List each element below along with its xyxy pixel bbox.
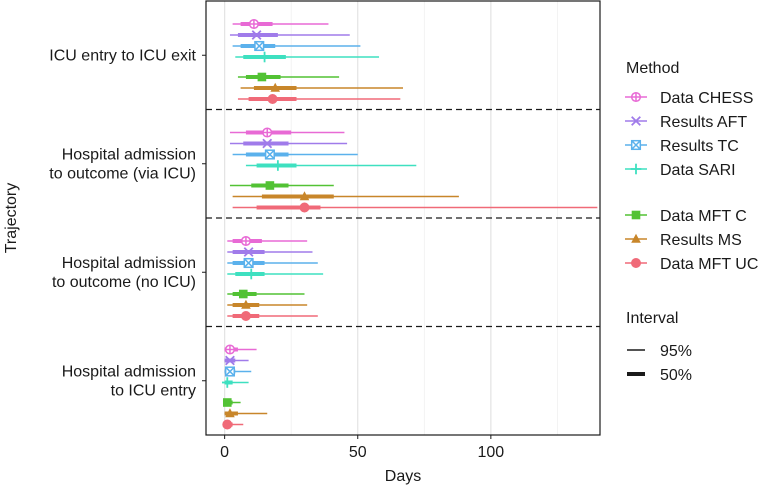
interval-row: [227, 311, 318, 321]
marker-part: [262, 138, 273, 149]
legend-item: Results MS: [625, 232, 742, 249]
legend-item: Results TC: [625, 138, 739, 155]
y-tick-label: Hospital admission: [62, 255, 196, 272]
interval-row: [245, 160, 417, 171]
interval-row: [229, 138, 348, 149]
interval-row: [232, 40, 361, 52]
y-tick-label: ICU entry to ICU exit: [49, 47, 196, 64]
interval-row: [227, 268, 324, 280]
interval-row: [224, 366, 252, 377]
interval-marks: [221, 18, 598, 430]
marker: [267, 94, 278, 104]
interval-row: [240, 82, 403, 92]
interval-row: [232, 149, 358, 160]
interval-row: [237, 94, 401, 104]
x-tick-label: 100: [477, 444, 504, 461]
y-tick-label: to outcome (via ICU): [49, 165, 196, 182]
x-axis-title: Days: [385, 468, 421, 485]
plot-panel-border: [205, 0, 601, 436]
legend-label: Data MFT C: [660, 208, 747, 225]
y-axis-title: Trajectory: [3, 183, 20, 254]
marker-part: [254, 41, 265, 51]
legend-interval-title: Interval: [626, 310, 678, 327]
marker-part: [251, 30, 262, 40]
marker: [257, 72, 267, 82]
legend-method-title: Method: [626, 60, 679, 77]
interval-row: [227, 299, 308, 309]
interval-row: [227, 289, 305, 299]
marker-part: [631, 116, 641, 126]
interval-row: [229, 30, 350, 40]
marker-part: [243, 258, 254, 268]
legend-label: Results MS: [660, 232, 742, 249]
interval-row: [227, 257, 318, 269]
legend-item: Data MFT UC: [625, 256, 758, 273]
marker: [631, 210, 641, 220]
interval-row: [224, 355, 249, 366]
interval-row: [232, 18, 329, 30]
marker-part: [243, 247, 254, 257]
interval-row: [229, 181, 334, 190]
marker: [241, 299, 251, 309]
marker: [238, 289, 248, 299]
interval-row: [227, 235, 308, 247]
marker: [265, 181, 275, 190]
legend-interval-item: 95%: [627, 343, 692, 360]
legend-label: Results AFT: [660, 114, 747, 131]
legend-item: Data CHESS: [625, 90, 753, 107]
interval-row: [227, 247, 313, 257]
marker-part: [225, 355, 235, 366]
marker: [631, 258, 641, 268]
marker-part: [265, 149, 275, 160]
marker-part: [631, 140, 641, 150]
interval-row: [222, 398, 241, 407]
marker: [225, 408, 235, 418]
panel-separators: [206, 108, 600, 328]
x-tick-label: 0: [220, 444, 229, 461]
legend: Method Interval Data CHESS Results AFT Res…: [625, 60, 758, 384]
legend-item: Data SARI: [625, 162, 736, 179]
interval-row: [221, 377, 249, 388]
marker: [299, 202, 310, 213]
interval-row: [224, 344, 257, 355]
marker: [631, 233, 641, 243]
interval-row: [232, 202, 598, 213]
marker: [222, 398, 232, 407]
legend-item: Results AFT: [625, 114, 747, 131]
legend-interval-item: 50%: [627, 367, 692, 384]
legend-interval-label: 50%: [660, 367, 692, 384]
y-tick-label: Hospital admission: [62, 363, 196, 380]
marker: [270, 82, 281, 92]
marker-part: [225, 366, 235, 377]
y-tick-label: to outcome (no ICU): [52, 274, 196, 291]
y-tick-label: Hospital admission: [62, 146, 196, 163]
legend-label: Data MFT UC: [660, 256, 758, 273]
axes: Days Trajectory ICU entry to ICU exit Hos…: [3, 47, 504, 485]
interval-row: [222, 419, 244, 430]
marker: [299, 191, 310, 201]
legend-interval-label: 95%: [660, 343, 692, 360]
interval-row: [235, 51, 380, 63]
interval-row: [229, 127, 345, 138]
interval-row: [237, 72, 340, 82]
interval-row: [224, 408, 268, 418]
x-tick-label: 50: [349, 444, 367, 461]
marker: [222, 419, 233, 430]
legend-label: Data CHESS: [660, 90, 753, 107]
marker: [240, 311, 251, 321]
legend-label: Data SARI: [660, 162, 736, 179]
legend-label: Results TC: [660, 138, 739, 155]
y-tick-label: to ICU entry: [111, 382, 196, 399]
interval-row: [232, 191, 459, 201]
legend-item: Data MFT C: [625, 208, 747, 225]
